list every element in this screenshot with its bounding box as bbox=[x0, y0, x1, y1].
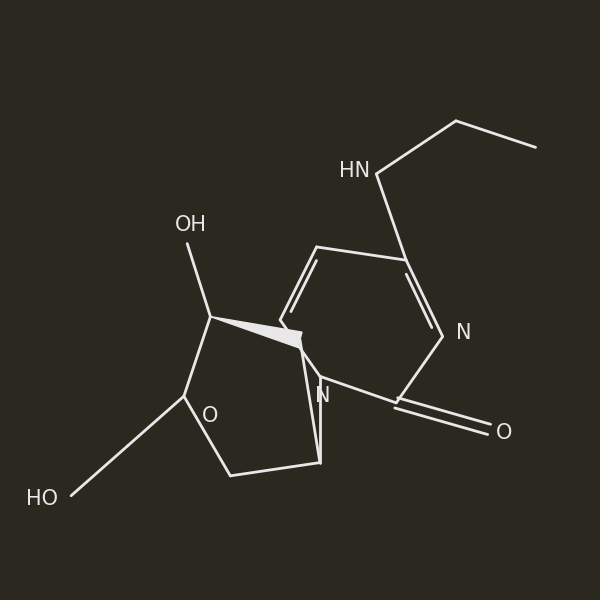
Text: O: O bbox=[202, 406, 218, 426]
Text: N: N bbox=[316, 386, 331, 406]
Text: O: O bbox=[496, 423, 512, 443]
Text: HN: HN bbox=[338, 161, 370, 181]
Text: HO: HO bbox=[26, 489, 58, 509]
Text: N: N bbox=[456, 323, 472, 343]
Text: OH: OH bbox=[175, 215, 206, 235]
Polygon shape bbox=[211, 317, 302, 347]
